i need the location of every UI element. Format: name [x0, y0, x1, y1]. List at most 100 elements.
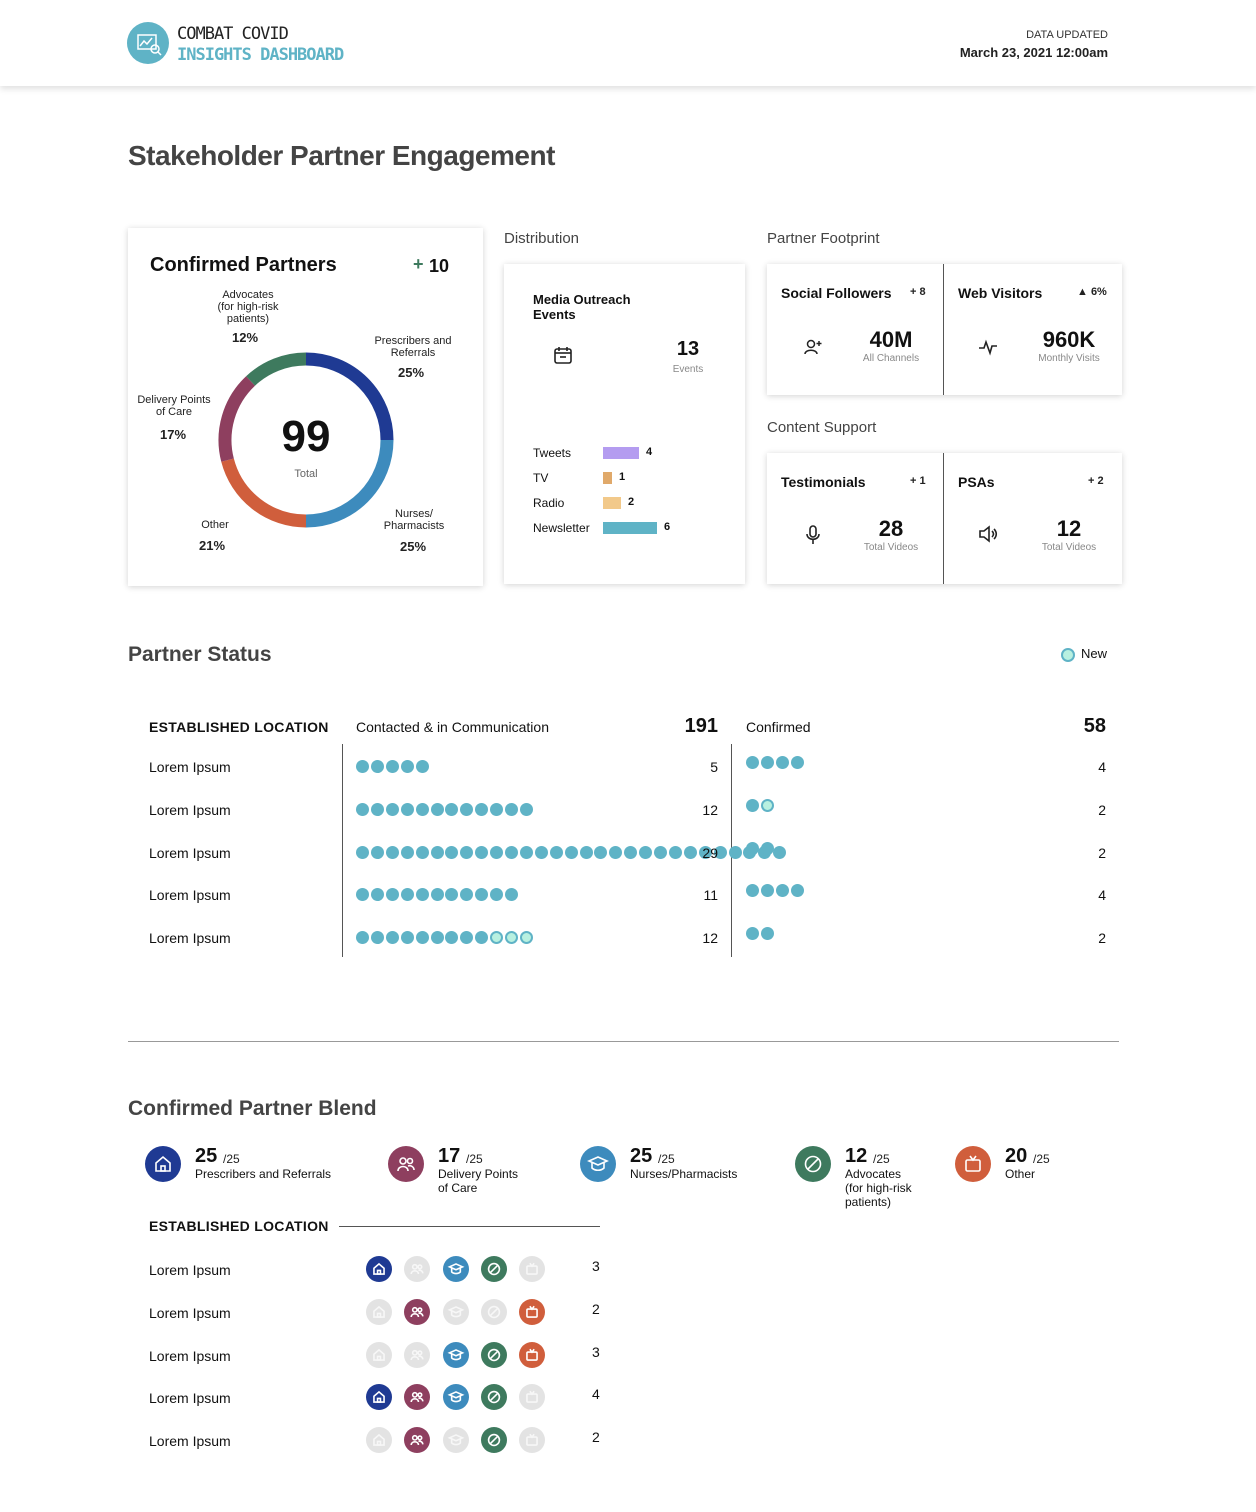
graduation-cap-icon	[442, 1427, 469, 1453]
blend-row-label: Lorem Ipsum	[149, 1433, 231, 1449]
partner-dot	[356, 802, 369, 816]
bar[interactable]	[603, 497, 621, 509]
add-user-icon	[804, 339, 822, 355]
divider	[943, 264, 944, 395]
graduation-cap-icon	[442, 1256, 469, 1282]
data-updated-value: March 23, 2021 12:00am	[959, 45, 1108, 60]
partner-dot	[385, 845, 399, 859]
partner-dot	[790, 884, 804, 898]
partner-dot	[683, 845, 697, 859]
confirmed-count: 4	[1098, 887, 1106, 904]
blend-category-label: Nurses/Pharmacists	[630, 1167, 738, 1181]
page-title: Stakeholder Partner Engagement	[128, 140, 555, 171]
partner-dot	[654, 845, 667, 859]
partner-dot	[445, 802, 459, 816]
new-partner-dot	[519, 931, 533, 944]
status-row-label: Lorem Ipsum	[149, 759, 231, 775]
graduation-cap-icon	[442, 1384, 469, 1411]
partner-dot	[490, 888, 504, 902]
contacted-count: 5	[710, 759, 718, 775]
content-support-card: Testimonials + 1 28 Total Videos PSAs + …	[767, 453, 1122, 584]
blend-denominator: /25	[658, 1152, 675, 1166]
partner-dot	[668, 845, 682, 859]
bar[interactable]	[603, 447, 639, 459]
pct-prescribers: 25%	[398, 365, 425, 380]
donut-total: 99	[281, 412, 331, 461]
people-icon	[404, 1427, 431, 1453]
status-row-label: Lorem Ipsum	[149, 887, 231, 904]
donut-segment[interactable]	[305, 352, 394, 441]
partner-dot	[445, 888, 459, 902]
home-icon	[366, 1384, 392, 1411]
blend-row-count: 3	[592, 1343, 600, 1360]
partner-dot	[564, 845, 578, 859]
contacted-total: 191	[684, 715, 718, 737]
partner-dot	[728, 845, 742, 859]
partner-dot	[460, 802, 474, 816]
partner-dot	[790, 756, 804, 769]
label-advocates: Advocates (for high-risk patients)	[217, 289, 279, 325]
partner-dot	[490, 845, 504, 859]
partner-dot	[624, 845, 638, 859]
partner-dot	[490, 802, 504, 816]
partner-dot	[760, 756, 774, 769]
blend-denominator: /25	[223, 1152, 240, 1166]
psas-sub: Total Videos	[1041, 542, 1097, 553]
partner-dot	[760, 884, 774, 898]
partner-dot	[505, 888, 518, 902]
partner-dot	[775, 884, 789, 898]
donut-segment[interactable]	[221, 458, 307, 528]
partner-footprint-card: Social Followers + 8 40M All Channels We…	[767, 264, 1122, 395]
blend-row-label: Lorem Ipsum	[149, 1390, 231, 1407]
donut-segment[interactable]	[218, 376, 256, 462]
blend-category-label: Advocates (for high-risk patients)	[845, 1167, 912, 1209]
bar[interactable]	[603, 522, 657, 534]
home-icon	[366, 1256, 392, 1282]
partner-dot	[385, 802, 399, 816]
donut-total-label: Total	[294, 468, 318, 480]
partner-dot	[460, 888, 474, 902]
partner-dot	[519, 845, 533, 859]
blend-row-count: 2	[592, 1300, 600, 1317]
new-legend-dot	[1061, 648, 1075, 662]
partner-dot	[370, 931, 384, 944]
psas-title: PSAs	[958, 474, 995, 490]
confirmed-count: 4	[1098, 759, 1106, 775]
label-prescribers: Prescribers and Referrals	[374, 335, 452, 359]
plus-icon: +	[413, 254, 424, 274]
blend-count: 25	[630, 1145, 653, 1167]
pct-advocates: 12%	[232, 330, 259, 345]
people-icon	[404, 1298, 431, 1325]
partner-dot	[430, 845, 444, 859]
partner-dot	[430, 802, 444, 816]
blend-count: 25	[195, 1145, 218, 1167]
blend-row-count: 4	[592, 1386, 600, 1403]
graduation-cap-icon	[442, 1298, 469, 1325]
donut-segment[interactable]	[305, 439, 394, 528]
psas-delta: + 2	[1088, 475, 1104, 487]
blend-category-label: Delivery Points of Care	[438, 1167, 519, 1195]
partner-status-title: Partner Status	[128, 643, 272, 666]
app-title-line2: INSIGHTS DASHBOARD	[177, 45, 344, 65]
media-outreach-title: Media Outreach Events	[533, 292, 631, 322]
partner-dot	[430, 931, 444, 944]
blend-row-label: Lorem Ipsum	[149, 1262, 231, 1278]
content-support-label: Content Support	[767, 419, 877, 436]
partner-dot	[356, 760, 369, 773]
partner-dot	[760, 841, 774, 855]
confirmed-count: 2	[1098, 844, 1106, 861]
contacted-count: 29	[702, 844, 718, 861]
bar[interactable]	[603, 472, 612, 484]
partner-dot	[775, 756, 789, 769]
partner-dot	[746, 841, 759, 855]
graduation-cap-icon	[442, 1341, 469, 1368]
testimonials-title: Testimonials	[781, 474, 866, 490]
home-icon	[366, 1298, 392, 1325]
blend-header-rule	[339, 1226, 600, 1227]
partner-dot	[385, 931, 399, 944]
confirmed-count: 2	[1098, 930, 1106, 946]
tv-icon	[519, 1384, 546, 1411]
new-partner-dot	[490, 931, 504, 944]
confirmed-count: 2	[1098, 801, 1106, 818]
donut-segment[interactable]	[246, 352, 307, 386]
